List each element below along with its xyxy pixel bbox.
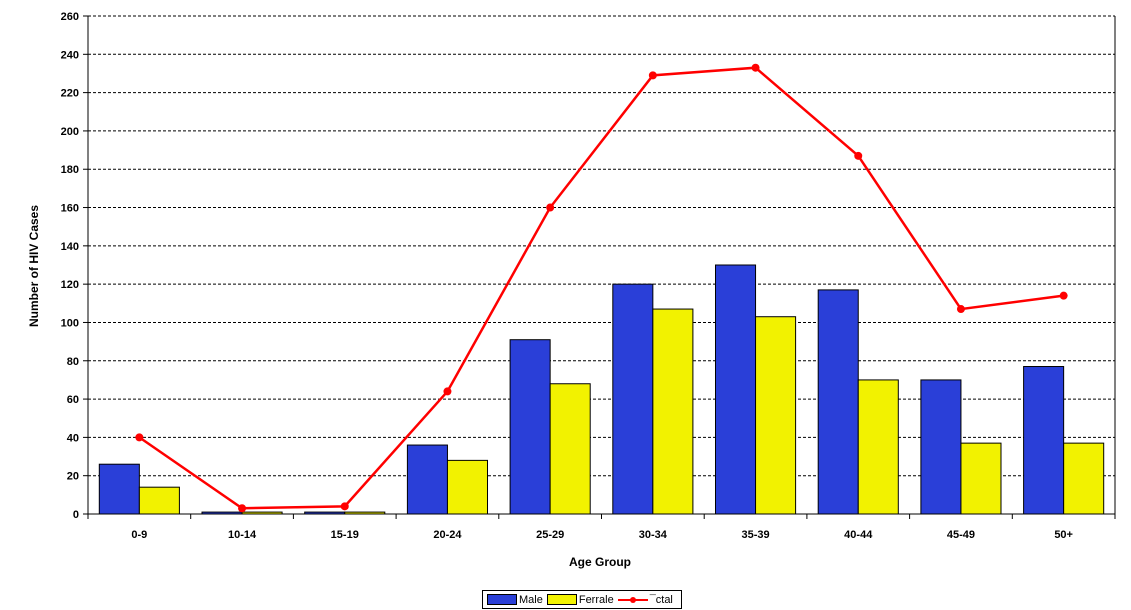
- total-point-45-49: [956, 305, 965, 314]
- y-tick-label: 140: [61, 241, 79, 253]
- y-axis-title: Number of HIV Cases: [27, 205, 41, 327]
- x-tick-labels: 0-9 10-14 15-19 20-24 25-29 30-34 35-39 40-44 45…: [131, 529, 1073, 541]
- legend-item-total: ¯ctal: [617, 593, 673, 606]
- x-tick-label: 10-14: [228, 529, 257, 541]
- y-tick-label: 60: [67, 394, 79, 406]
- y-tick-label: 200: [61, 126, 79, 138]
- total-point-25-29: [546, 203, 555, 212]
- y-tick-label: 220: [61, 88, 79, 100]
- hiv-cases-chart: 0 20 40 60 80 100 120 140 160 180 200 220 240 260 0-9…: [27, 11, 1116, 569]
- bar-male-40-44: [817, 289, 859, 515]
- x-tick-label: 0-9: [131, 529, 147, 541]
- bar-ferrale-45-49: [960, 442, 1002, 515]
- x-axis-title: Age Group: [569, 555, 631, 569]
- legend-label-male: Male: [519, 593, 543, 606]
- female-swatch: [546, 594, 577, 605]
- y-tick-label: 80: [67, 356, 79, 368]
- bar-ferrale-35-39: [755, 316, 797, 515]
- legend-item-female: Ferrale: [546, 593, 614, 606]
- bar-ferrale-0-9: [138, 486, 180, 515]
- bar-ferrale-50+: [1063, 442, 1105, 515]
- y-tick-label: 120: [61, 279, 79, 291]
- total-line-path: [138, 66, 1064, 510]
- y-tick-label: 240: [61, 49, 79, 61]
- y-tick-label: 260: [61, 11, 79, 23]
- total-point-20-24: [443, 387, 452, 396]
- axes: [87, 16, 1116, 519]
- total-point-35-39: [751, 63, 760, 72]
- y-tick-label: 100: [61, 317, 79, 329]
- total-point-15-19: [340, 502, 349, 511]
- bar-male-20-24: [406, 444, 448, 515]
- y-tick-label: 40: [67, 432, 79, 444]
- bar-male-35-39: [714, 264, 757, 515]
- male-swatch: [487, 594, 517, 605]
- y-tick-label: 160: [61, 203, 79, 215]
- bar-ferrale-40-44: [857, 379, 899, 515]
- x-tick-label: 20-24: [433, 529, 462, 541]
- bar-male-45-49: [920, 379, 962, 515]
- total-point-30-34: [648, 71, 657, 80]
- x-tick-label: 30-34: [639, 529, 668, 541]
- bar-ferrale-20-24: [446, 459, 489, 515]
- x-tick-label: 40-44: [844, 529, 873, 541]
- bars: [98, 264, 1105, 515]
- x-tick-label: 45-49: [947, 529, 975, 541]
- legend-label-female: Ferrale: [578, 593, 614, 606]
- x-tick-label: 15-19: [331, 529, 359, 541]
- x-tick-label: 50+: [1054, 529, 1073, 541]
- bar-male-50+: [1023, 366, 1065, 515]
- total-swatch: [617, 595, 648, 604]
- legend-label-total: ¯ctal: [649, 593, 673, 606]
- bar-male-30-34: [612, 283, 654, 515]
- total-line: [135, 63, 1068, 513]
- bar-male-25-29: [509, 339, 551, 515]
- y-tick-label: 20: [67, 471, 79, 483]
- y-tick-label: 0: [73, 509, 79, 521]
- y-tick-label: 180: [61, 164, 79, 176]
- y-tick-labels: 0 20 40 60 80 100 120 140 160 180 200 220 240 260: [61, 11, 79, 521]
- bar-ferrale-25-29: [549, 383, 591, 515]
- bar-ferrale-30-34: [652, 308, 694, 515]
- bar-male-0-9: [98, 463, 140, 515]
- total-point-40-44: [854, 151, 863, 160]
- chart-legend: Male Ferrale ¯ctal: [482, 590, 682, 609]
- legend-item-male: Male: [487, 594, 543, 606]
- total-point-10-14: [238, 504, 247, 513]
- total-point-0-9: [135, 433, 144, 442]
- x-tick-label: 35-39: [741, 529, 769, 541]
- x-tick-label: 25-29: [536, 529, 564, 541]
- total-point-50+: [1059, 291, 1068, 300]
